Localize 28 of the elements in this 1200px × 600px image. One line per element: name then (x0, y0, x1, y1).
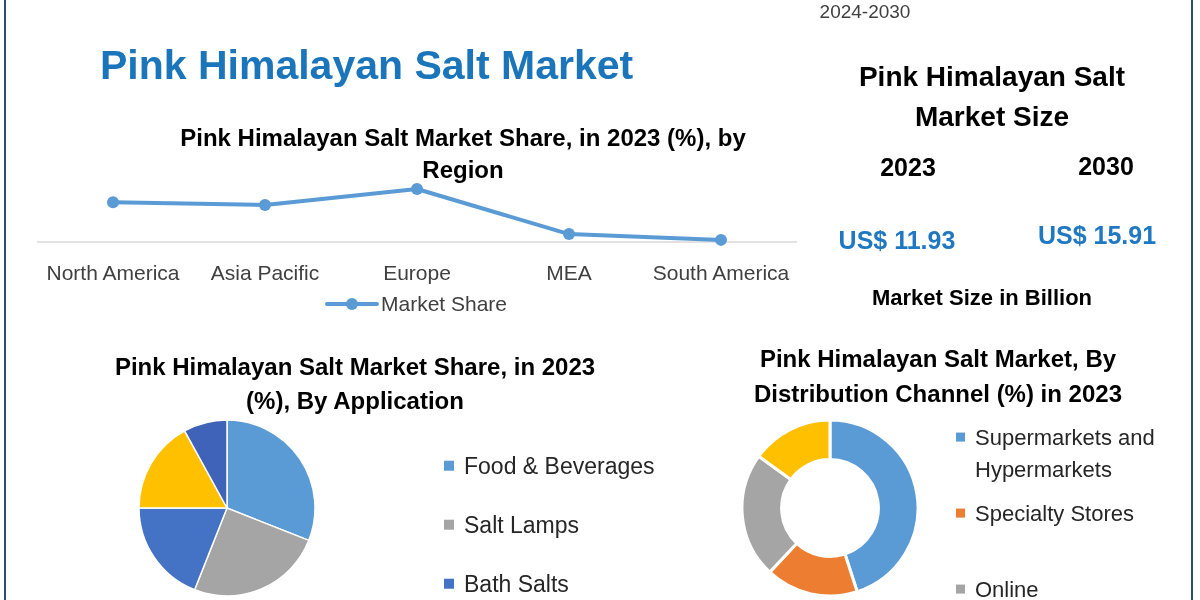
text: 2030 (1078, 152, 1134, 180)
text: 2024-2030 (819, 1, 911, 22)
chart-title: Pink Himalayan Salt Market Share, in 2023 (%), By Application (114, 353, 596, 414)
x-tick-label: MEA (546, 261, 592, 284)
point (259, 198, 271, 211)
point (411, 183, 423, 195)
legend-label: Food & Beverages (464, 453, 655, 479)
text: 2023 (880, 153, 936, 181)
text: Pink Himalayan Salt Market (100, 42, 634, 88)
point (107, 196, 119, 209)
legend-label: Bath Salts (464, 571, 569, 597)
text: Market Size in Billion (871, 285, 1093, 310)
text: Pink Himalayan Salt Market Size (858, 61, 1126, 132)
legend-label: Online (975, 577, 1039, 600)
x-tick-label: Asia Pacific (210, 261, 320, 284)
text: US$ 15.91 (1037, 221, 1157, 249)
x-tick-label: North America (46, 261, 180, 284)
legend-label: Market Share (380, 292, 508, 315)
chart-title: Pink Himalayan Salt Market, By Distribution Channel (%) in 2023 (753, 345, 1123, 407)
legend-label: Supermarkets and Hypermarkets (975, 425, 1155, 482)
point (715, 233, 727, 246)
point (563, 228, 575, 241)
chart-title: Pink Himalayan Salt Market Share, in 2023 (%), by Region (180, 124, 747, 183)
x-tick-label: South America (652, 261, 790, 284)
text: US$ 11.93 (838, 226, 956, 254)
x-tick-label: Europe (383, 261, 451, 284)
legend-label: Salt Lamps (464, 512, 580, 538)
legend-label: Specialty Stores (975, 501, 1134, 526)
